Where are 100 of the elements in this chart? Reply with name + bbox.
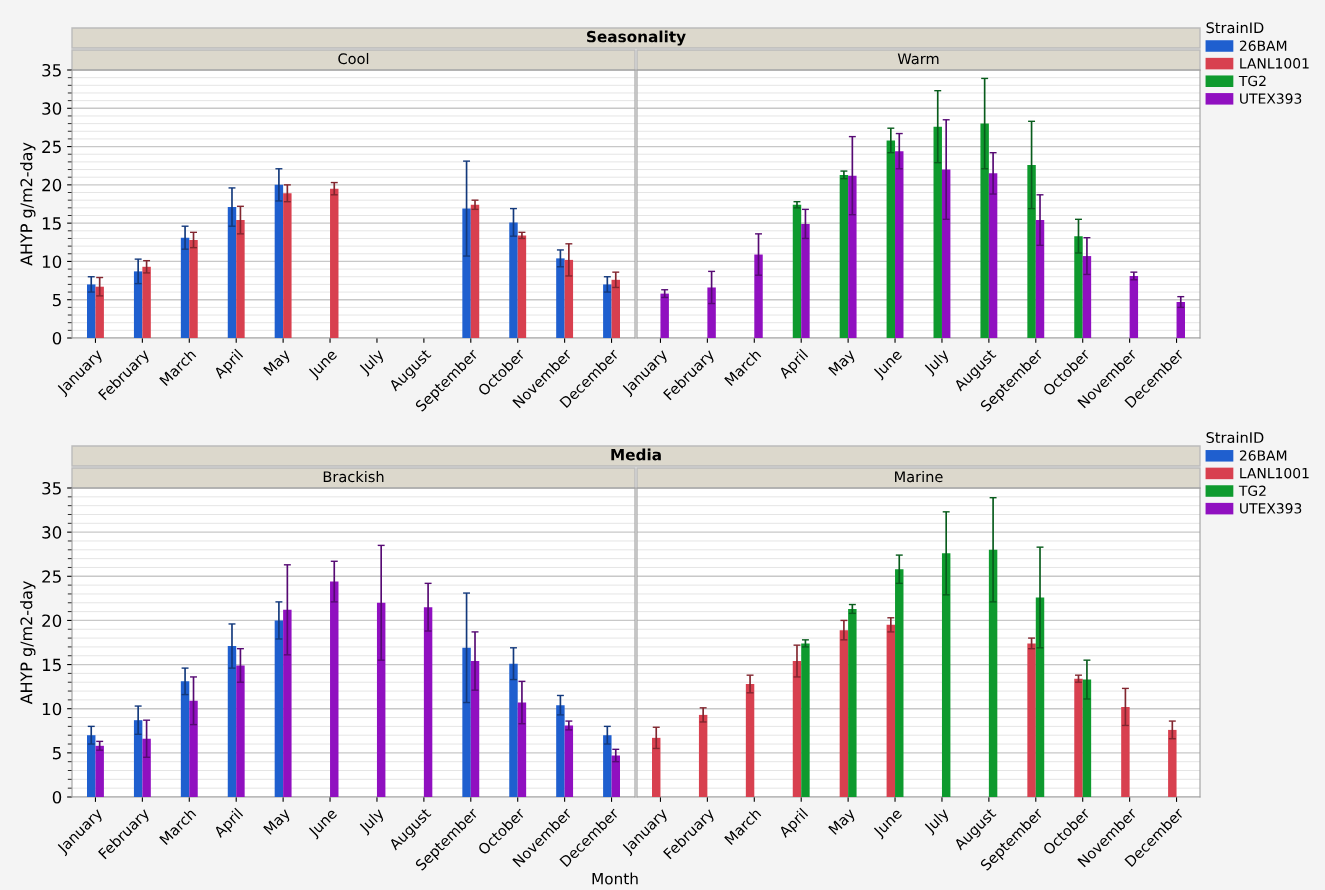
- bar: [660, 293, 669, 338]
- bar: [1082, 679, 1092, 797]
- bar: [95, 286, 104, 338]
- bar: [839, 174, 849, 338]
- bar: [462, 647, 471, 797]
- bar: [227, 646, 237, 797]
- bar: [142, 266, 151, 338]
- bar: [839, 630, 849, 797]
- bar: [87, 284, 96, 338]
- y-tick-label: 0: [52, 331, 62, 345]
- bar: [801, 643, 810, 797]
- bar: [509, 222, 518, 338]
- bar: [330, 581, 339, 797]
- bar: [556, 705, 565, 797]
- bar: [462, 208, 471, 338]
- bar: [189, 239, 198, 338]
- bar: [698, 714, 708, 797]
- bar: [792, 204, 802, 338]
- bar: [1035, 220, 1045, 338]
- bar: [886, 140, 896, 338]
- y-tick-label: 20: [42, 614, 62, 627]
- bar: [470, 204, 480, 338]
- legend-label: LANL1001: [1240, 58, 1309, 69]
- bar: [274, 184, 284, 338]
- chart-subtitle: Brackish: [323, 470, 384, 483]
- y-tick-label: 25: [42, 140, 61, 154]
- bar: [1027, 643, 1036, 797]
- bar: [886, 624, 896, 797]
- y-tick-label: 35: [42, 481, 61, 495]
- bar: [1176, 302, 1185, 338]
- bar: [564, 725, 574, 797]
- bar: [1035, 597, 1045, 797]
- legend-label: LANL1001: [1240, 467, 1309, 479]
- bar: [236, 220, 245, 338]
- bar: [330, 188, 339, 338]
- bar: [988, 173, 998, 338]
- bar: [933, 126, 942, 338]
- y-axis-title: AHYP g/m2-day: [20, 142, 36, 266]
- bar: [1027, 164, 1036, 338]
- bar: [470, 661, 480, 797]
- bar: [189, 700, 198, 797]
- bar: [754, 254, 763, 338]
- y-tick-label: 10: [42, 255, 62, 268]
- bar: [941, 169, 951, 338]
- legend-title: StrainID: [1206, 21, 1264, 34]
- bar: [707, 287, 716, 338]
- y-tick-label: 30: [42, 102, 62, 115]
- y-axis-title: AHYP g/m2-day: [20, 581, 36, 705]
- bar: [611, 279, 620, 338]
- bar: [611, 755, 620, 797]
- bar: [801, 223, 810, 338]
- legend-label: UTEX393: [1240, 503, 1302, 514]
- bar: [283, 193, 292, 338]
- bar: [1074, 678, 1083, 797]
- bar: [652, 737, 661, 797]
- bar: [1121, 706, 1130, 797]
- bar: [988, 549, 998, 797]
- y-tick-label: 30: [42, 526, 62, 539]
- bar: [848, 608, 857, 797]
- bar: [792, 661, 802, 797]
- y-tick-label: 5: [52, 293, 61, 307]
- y-tick-label: 5: [52, 747, 61, 760]
- bar: [133, 720, 143, 797]
- bar: [556, 258, 565, 338]
- bar: [1082, 256, 1092, 338]
- bar: [376, 602, 386, 797]
- chart-title: Seasonality: [587, 30, 686, 46]
- bar: [274, 620, 284, 797]
- bar: [895, 569, 904, 797]
- y-tick-label: 10: [42, 702, 62, 716]
- bar: [423, 607, 433, 797]
- bar: [236, 665, 245, 797]
- y-tick-label: 15: [42, 217, 61, 230]
- chart-subtitle: Marine: [895, 470, 943, 483]
- bar: [180, 237, 190, 338]
- bar: [941, 553, 951, 797]
- bar: [95, 745, 104, 797]
- bar: [227, 207, 237, 338]
- bar: [603, 284, 612, 338]
- legend-label: 26BAM: [1239, 450, 1287, 461]
- y-tick-label: 35: [42, 63, 61, 77]
- bar: [603, 735, 612, 797]
- chart-title: Media: [611, 448, 661, 461]
- chart-subtitle: Warm: [897, 53, 939, 65]
- bar: [895, 151, 904, 338]
- bar: [133, 271, 143, 338]
- x-axis-title: Month: [592, 872, 638, 885]
- legend-label: 26BAM: [1239, 40, 1287, 51]
- bar: [980, 123, 989, 338]
- bar: [1129, 275, 1139, 338]
- bar: [142, 738, 151, 797]
- bar: [509, 663, 518, 797]
- y-tick-label: 0: [52, 790, 62, 804]
- legend-label: TG2: [1238, 485, 1266, 497]
- legend-label: UTEX393: [1240, 93, 1302, 104]
- y-tick-label: 25: [42, 570, 61, 583]
- bar: [517, 235, 527, 338]
- bar: [745, 683, 755, 797]
- bar: [283, 609, 292, 797]
- bar: [87, 735, 96, 797]
